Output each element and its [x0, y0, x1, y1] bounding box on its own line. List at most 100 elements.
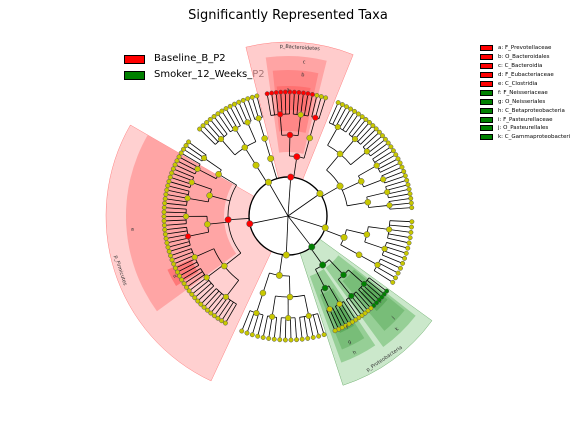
genus-node [402, 255, 407, 261]
branch-line [350, 151, 368, 166]
branch-line [363, 178, 384, 188]
family-node [297, 111, 304, 118]
phylum-node [308, 243, 316, 251]
branch-line [221, 110, 234, 130]
clade-legend-item-g: g: O_Neisseriales [480, 97, 570, 106]
branch-line [292, 92, 295, 115]
branch-line [362, 131, 380, 148]
branch-line [244, 147, 257, 166]
genus-node [388, 144, 394, 150]
family-node [184, 195, 191, 202]
branch-line [166, 189, 189, 196]
branch-line [229, 106, 241, 126]
clade-legend-item-f: f: F_Neisseriaceae [480, 88, 570, 97]
genus-node [245, 96, 251, 102]
branch-line [191, 280, 210, 295]
clade-label: a: F_Prevotellaceae [498, 45, 552, 52]
branch-line [285, 215, 289, 255]
genus-node [405, 182, 411, 188]
branch-line [372, 146, 392, 160]
branch-line [297, 114, 302, 136]
clade-legend-item-d: d: F_Eubacteriaceae [480, 71, 570, 80]
group-label-baseline: Baseline_B_P2 [154, 53, 226, 64]
branch-line [188, 277, 207, 292]
genus-node [344, 104, 349, 110]
branch-line [202, 125, 219, 142]
branch-line [315, 269, 326, 289]
family-node [285, 314, 292, 322]
phylum-label-bacteroidetes: p_Bacteroidetes [279, 44, 320, 53]
genus-node [200, 123, 206, 129]
branch-line [228, 218, 250, 221]
order-node [306, 134, 313, 142]
genus-node [169, 170, 175, 176]
branch-line [374, 150, 394, 163]
branch-line [376, 154, 396, 166]
branch-line [206, 264, 224, 278]
genus-node [395, 156, 401, 162]
genus-node [403, 250, 409, 256]
genus-node [409, 224, 414, 230]
branch-line [303, 137, 311, 159]
clade-swatch [480, 81, 493, 87]
branch-line [164, 226, 187, 231]
branch-line [342, 180, 362, 191]
genus-node [207, 116, 213, 122]
clade-swatch [480, 89, 493, 96]
branch-line [179, 264, 199, 277]
branch-line [278, 254, 283, 276]
clade-letter-f: f [345, 325, 350, 331]
branch-line [360, 287, 377, 304]
clade-legend-item-e: e: C_Clostridia [480, 80, 570, 89]
clade-swatch [480, 45, 493, 52]
genus-node [240, 97, 246, 103]
genus-node [406, 240, 412, 246]
branch-line [251, 313, 260, 335]
branch-line [389, 220, 412, 223]
branch-line [355, 291, 372, 309]
genus-node [189, 291, 195, 297]
branch-line [357, 125, 374, 142]
clade-band-e [125, 135, 237, 312]
branch-line [210, 295, 225, 314]
branch-line [220, 138, 236, 156]
branch-line [354, 122, 370, 140]
clade-swatch [480, 116, 493, 123]
genus-node [376, 129, 382, 135]
branch-line [194, 248, 215, 258]
group-swatch-smoker [124, 70, 145, 80]
branch-line [181, 152, 201, 165]
family-node [184, 233, 192, 240]
branch-line [348, 116, 363, 135]
branch-line [268, 316, 273, 339]
genus-node [366, 120, 372, 125]
genus-node [161, 209, 167, 215]
branch-line [225, 280, 240, 298]
branch-line [345, 113, 359, 133]
branch-line [271, 93, 275, 115]
clade-label: i: F_Pasteurellaceae [498, 116, 553, 123]
genus-node [172, 162, 178, 168]
branch-line [165, 194, 188, 199]
branch-line [388, 193, 411, 199]
clade-legend-item-c: c: C_Bacteroidia [480, 62, 570, 71]
genus-node [409, 219, 415, 225]
clade-swatch [480, 107, 493, 114]
branch-line [249, 215, 289, 225]
genus-node [395, 270, 401, 276]
branch-line [293, 156, 298, 178]
branch-line [299, 317, 303, 340]
branch-line [197, 285, 215, 302]
genus-node [264, 91, 270, 97]
branch-line [166, 237, 189, 244]
branch-line [171, 172, 193, 182]
clade-letter-e: e [129, 228, 135, 232]
branch-line [289, 275, 291, 297]
clade-legend-item-j: j: O_Pasteurellales [480, 124, 570, 133]
order-node [204, 221, 211, 228]
genus-node [399, 164, 405, 170]
clade-letter-h: h [352, 350, 357, 357]
order-node [364, 198, 372, 206]
branch-line [275, 92, 279, 115]
branch-line [247, 122, 257, 142]
